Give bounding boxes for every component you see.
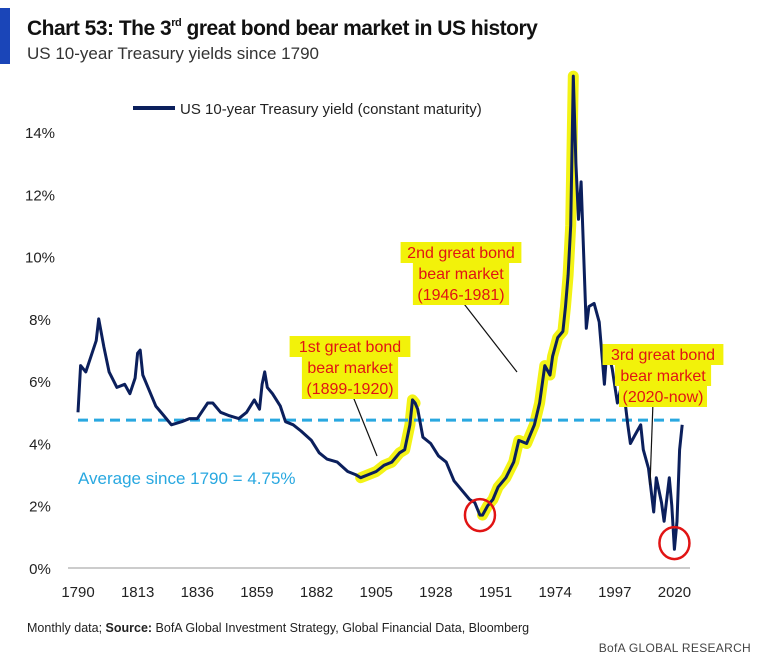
low-circle-1940s [463, 497, 497, 533]
annotation-highlight-bg [289, 336, 411, 357]
annotation-highlight-bg [301, 357, 399, 378]
annotation-leader-line [351, 393, 378, 457]
x-tick-label: 1951 [479, 584, 512, 601]
annotation-text: (1946-1981) [417, 287, 504, 304]
y-tick-label: 12% [25, 187, 55, 204]
title-suffix: great bond bear market in US history [181, 17, 538, 40]
y-tick-label: 10% [25, 250, 55, 267]
x-tick-label: 2020 [658, 584, 691, 601]
chart-title: Chart 53: The 3rd great bond bear market… [27, 10, 538, 42]
x-tick-label: 1974 [538, 584, 571, 601]
x-tick-label: 1836 [181, 584, 214, 601]
annotation-highlight-bg [412, 284, 510, 305]
title-prefix: Chart 53: The 3 [27, 17, 172, 40]
annotation-highlight-bg [400, 242, 522, 263]
header: Chart 53: The 3rd great bond bear market… [27, 10, 538, 64]
footer-prefix: Monthly data; [27, 621, 106, 635]
y-tick-label: 0% [29, 561, 51, 578]
y-tick-label: 8% [29, 312, 51, 329]
average-label: Average since 1790 = 4.75% [78, 469, 296, 488]
x-tick-label: 1928 [419, 584, 452, 601]
annotation-text: bear market [620, 368, 706, 385]
annotation-highlight-bg [619, 386, 707, 407]
annotation-text: 2nd great bond [407, 245, 515, 262]
footer-source: Monthly data; Source: BofA Global Invest… [27, 621, 529, 635]
x-tick-label: 1997 [598, 584, 631, 601]
y-tick-label: 14% [25, 125, 55, 142]
annotation-highlight-bg [602, 344, 724, 365]
x-tick-label: 1813 [121, 584, 154, 601]
y-tick-label: 4% [29, 436, 51, 453]
annotation-highlight-bg [412, 263, 510, 284]
x-tick-label: 1790 [61, 584, 94, 601]
annotation-highlight-bg [301, 378, 399, 399]
annotation-text: bear market [307, 360, 393, 377]
chart-subtitle: US 10-year Treasury yields since 1790 [27, 44, 319, 63]
annotation-text: (2020-now) [623, 389, 704, 406]
x-tick-label: 1882 [300, 584, 333, 601]
source-text: BofA Global Investment Strategy, Global … [152, 621, 530, 635]
annotation-text: bear market [418, 266, 504, 283]
x-tick-label: 1905 [360, 584, 393, 601]
source-label: Source: [105, 621, 153, 635]
chart: 0% 2% 4% 6% 8% 10% 12% 14% 1790 1813 1836 1859 1882 1… [25, 70, 724, 601]
annotation-text: 3rd great bond [611, 347, 715, 364]
y-tick-label: 2% [29, 499, 51, 516]
title-superscript: rd [171, 17, 182, 29]
annotation-text: (1899-1920) [306, 381, 393, 398]
annotation-highlight-bg [614, 365, 712, 386]
accent-bar [0, 8, 10, 64]
annotation-leader-line [460, 299, 518, 373]
annotation-text: 1st great bond [299, 339, 401, 356]
brand-label: BofA GLOBAL RESEARCH [598, 641, 751, 655]
y-tick-label: 6% [29, 374, 51, 391]
annotation-leader-line [649, 401, 654, 486]
low-circle-2020 [658, 525, 691, 561]
legend-label: US 10-year Treasury yield (constant matu… [180, 101, 482, 118]
x-tick-label: 1859 [240, 584, 273, 601]
